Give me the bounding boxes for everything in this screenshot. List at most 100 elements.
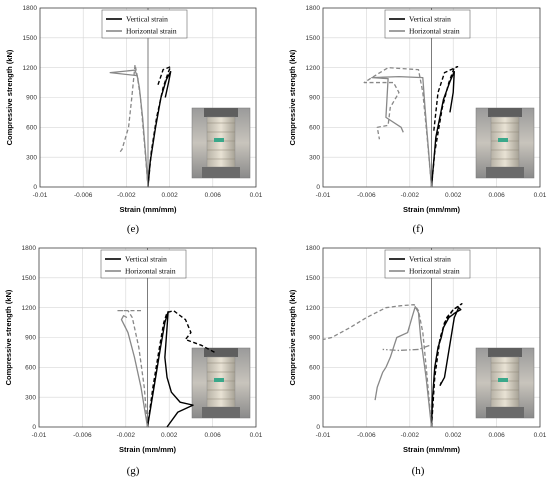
series-line — [147, 65, 172, 188]
x-tick-label: 0.006 — [488, 192, 505, 199]
x-tick-label: -0.01 — [316, 432, 331, 439]
x-tick-label: -0.002 — [117, 192, 136, 199]
y-tick-label: 1200 — [22, 305, 37, 312]
legend: Vertical strain Horizontal strain — [101, 9, 188, 39]
legend-label: Horizontal strain — [409, 267, 460, 276]
y-tick-label: 600 — [309, 365, 320, 372]
x-tick-label: 0.002 — [445, 432, 462, 439]
series-line — [322, 304, 433, 428]
y-tick-label: 900 — [25, 335, 36, 342]
x-tick-label: 0.002 — [161, 192, 178, 199]
x-tick-label: 0.01 — [250, 192, 263, 199]
legend-label: Horizontal strain — [125, 267, 176, 276]
legend-label: Horizontal strain — [126, 27, 177, 36]
legend-label: Vertical strain — [126, 15, 168, 24]
x-tick-label: -0.002 — [401, 192, 420, 199]
y-tick-label: 1500 — [23, 35, 38, 42]
x-tick-label: -0.006 — [74, 192, 93, 199]
y-tick-label: 1200 — [23, 65, 38, 72]
y-tick-label: 1200 — [306, 65, 321, 72]
series-line — [430, 65, 459, 188]
x-tick-label: 0.006 — [204, 432, 221, 439]
x-tick-label: -0.002 — [117, 432, 136, 439]
y-tick-label: 600 — [25, 365, 36, 372]
x-tick-label: 0.002 — [161, 432, 178, 439]
panel-label: (h) — [412, 465, 425, 477]
legend-box — [101, 9, 188, 39]
y-tick-label: 300 — [309, 394, 320, 401]
y-tick-label: 0 — [316, 424, 320, 431]
specimen-photo — [475, 347, 535, 419]
x-tick-label: 0.002 — [445, 192, 462, 199]
chart-panel: 0 300 600 900 1200 1500 1800 -0.01 -0.006 -0.002 0… — [288, 5, 547, 235]
x-tick-label: 0.01 — [250, 432, 263, 439]
series-line — [363, 67, 433, 188]
y-tick-label: 600 — [309, 125, 320, 132]
legend: Vertical strain Horizontal strain — [384, 249, 471, 279]
y-tick-label: 1500 — [306, 35, 321, 42]
series-line — [146, 309, 216, 428]
series-line — [430, 70, 455, 188]
legend-label: Vertical strain — [125, 255, 167, 264]
legend: Vertical strain Horizontal strain — [384, 9, 471, 39]
y-tick-label: 0 — [32, 424, 36, 431]
y-tick-label: 1800 — [306, 245, 321, 252]
series-line — [109, 69, 149, 188]
x-axis-label: Strain (mm/mm) — [403, 205, 461, 214]
y-tick-label: 300 — [309, 154, 320, 161]
x-axis-label: Strain (mm/mm) — [119, 445, 177, 454]
x-tick-label: -0.01 — [33, 192, 48, 199]
legend: Vertical strain Horizontal strain — [100, 249, 187, 279]
legend-box — [384, 249, 471, 279]
legend-label: Vertical strain — [409, 255, 451, 264]
y-tick-label: 900 — [309, 95, 320, 102]
y-tick-label: 1800 — [22, 245, 37, 252]
x-tick-label: -0.006 — [73, 432, 92, 439]
x-tick-label: -0.006 — [357, 432, 376, 439]
legend-box — [384, 9, 471, 39]
series-line — [120, 314, 149, 428]
x-tick-label: 0.01 — [534, 432, 547, 439]
y-tick-label: 0 — [33, 184, 37, 191]
y-tick-label: 1200 — [306, 305, 321, 312]
x-tick-label: -0.01 — [316, 192, 331, 199]
panel-label: (e) — [127, 223, 140, 235]
series-line — [147, 70, 172, 188]
y-tick-label: 300 — [26, 154, 37, 161]
series-line — [374, 306, 433, 428]
y-tick-label: 1800 — [306, 5, 321, 12]
y-tick-label: 300 — [25, 394, 36, 401]
chart-panel: 0 300 600 900 1200 1500 1800 -0.01 -0.006 -0.002 0… — [5, 5, 263, 235]
x-axis-label: Strain (mm/mm) — [119, 205, 177, 214]
x-tick-label: -0.006 — [357, 192, 376, 199]
x-axis-label: Strain (mm/mm) — [403, 445, 461, 454]
series-line — [430, 306, 462, 428]
y-axis-label: Compressive strength (kN) — [288, 49, 297, 145]
x-tick-label: 0.006 — [488, 432, 505, 439]
y-tick-label: 900 — [309, 335, 320, 342]
legend-label: Vertical strain — [409, 15, 451, 24]
y-tick-label: 1500 — [306, 275, 321, 282]
y-axis-label: Compressive strength (kN) — [5, 49, 14, 145]
y-tick-label: 1500 — [22, 275, 37, 282]
panel-label: (f) — [413, 223, 424, 235]
x-tick-label: 0.01 — [534, 192, 547, 199]
y-tick-label: 900 — [26, 95, 37, 102]
y-tick-label: 600 — [26, 125, 37, 132]
x-tick-label: -0.002 — [401, 432, 420, 439]
y-tick-label: 1800 — [23, 5, 38, 12]
specimen-photo — [191, 347, 251, 419]
y-axis-label: Compressive strength (kN) — [4, 289, 13, 385]
series-line — [382, 344, 430, 352]
legend-box — [100, 249, 187, 279]
series-line — [146, 310, 194, 428]
panel-label: (g) — [127, 465, 140, 477]
specimen-photo — [475, 107, 535, 179]
chart-panel: 0 300 600 900 1200 1500 1800 -0.01 -0.006 -0.002 0… — [4, 245, 263, 477]
x-tick-label: -0.01 — [32, 432, 47, 439]
y-tick-label: 0 — [316, 184, 320, 191]
series-line — [116, 310, 149, 428]
series-line — [430, 302, 463, 428]
y-axis-label: Compressive strength (kN) — [288, 289, 297, 385]
